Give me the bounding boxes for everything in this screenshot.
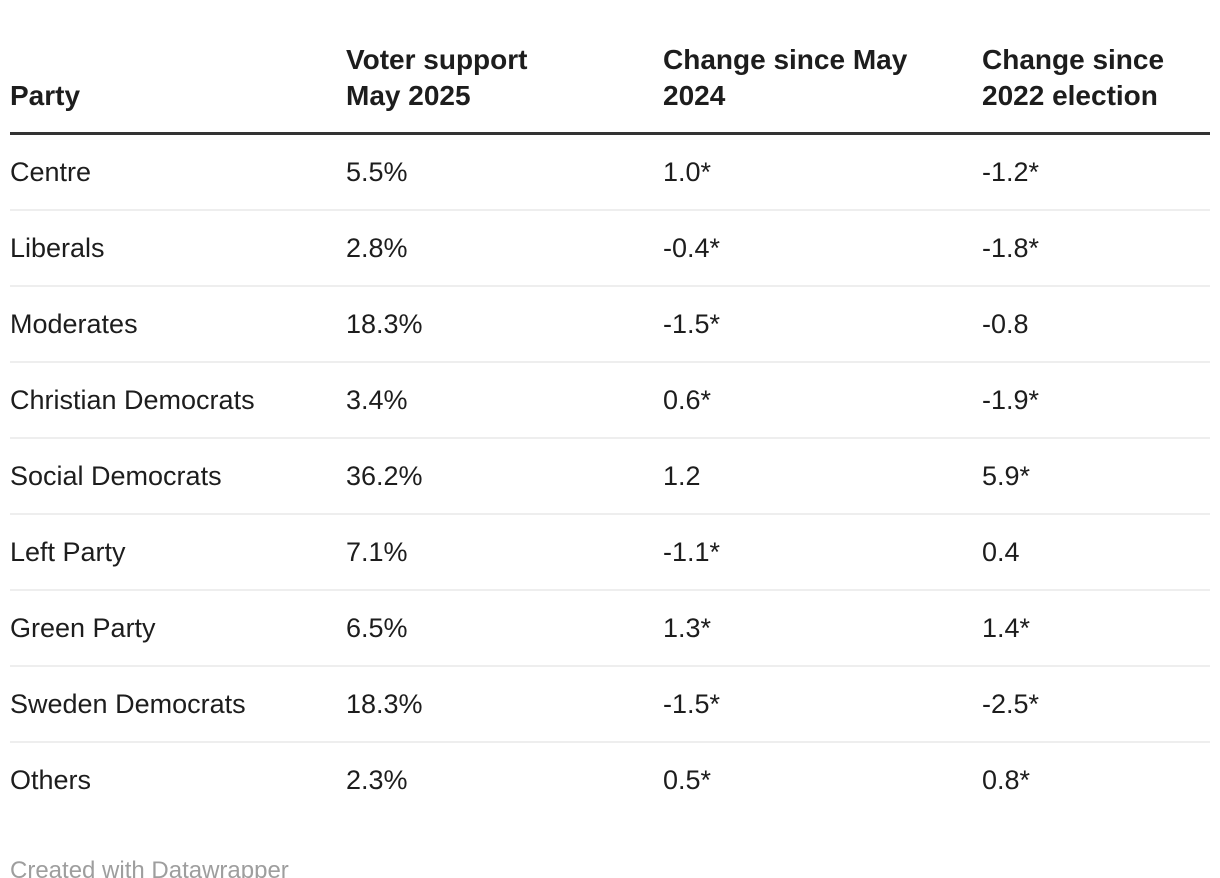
change-2024-cell: -1.1* [663, 514, 982, 591]
support-cell: 2.8% [346, 210, 663, 287]
party-cell: Left Party [10, 514, 346, 591]
change-2022-cell: -1.8* [982, 210, 1210, 287]
data-table: Party Voter support May 2025 Change sinc… [10, 0, 1210, 817]
change-2022-cell: 5.9* [982, 438, 1210, 515]
change-2022-cell: -2.5* [982, 666, 1210, 743]
attribution-link[interactable]: Created with Datawrapper [10, 857, 289, 878]
table-row: Social Democrats 36.2% 1.2 5.9* [10, 438, 1210, 515]
change-2022-cell: -1.2* [982, 133, 1210, 211]
table-row: Green Party 6.5% 1.3* 1.4* [10, 590, 1210, 667]
party-cell: Moderates [10, 286, 346, 363]
column-header-party: Party [10, 0, 346, 135]
table-row: Moderates 18.3% -1.5* -0.8 [10, 286, 1210, 363]
table-row: Sweden Democrats 18.3% -1.5* -2.5* [10, 666, 1210, 743]
change-2024-cell: 0.6* [663, 362, 982, 439]
column-header-line: Change since [982, 44, 1165, 75]
change-2022-cell: 0.8* [982, 764, 1031, 795]
support-cell: 5.5% [346, 133, 663, 211]
party-cell: Others [10, 764, 92, 795]
change-2022-cell: -0.8 [982, 286, 1210, 363]
support-cell: 3.4% [346, 362, 663, 439]
column-header-change-since-may-2024: Change since May 2024 [663, 0, 982, 135]
header-row: Party Voter support May 2025 Change sinc… [10, 0, 1210, 135]
change-2024-cell: 1.3* [663, 590, 982, 667]
table-row: Left Party 7.1% -1.1* 0.4 [10, 514, 1210, 591]
change-2024-cell: -1.5* [663, 286, 982, 363]
support-cell: 36.2% [346, 438, 663, 515]
party-cell: Centre [10, 133, 346, 211]
change-2022-cell: 0.4 [982, 514, 1210, 591]
party-cell: Christian Democrats [10, 362, 346, 439]
table-row: Liberals 2.8% -0.4* -1.8* [10, 210, 1210, 287]
change-2024-cell: 1.2 [663, 438, 982, 515]
table-row: Centre 5.5% 1.0* -1.2* [10, 133, 1210, 211]
support-cell: 2.3% [346, 764, 408, 795]
support-cell: 18.3% [346, 286, 663, 363]
chart-footer: Created with Datawrapper [10, 857, 1210, 878]
column-header-line: 2024 [663, 80, 726, 111]
support-cell: 18.3% [346, 666, 663, 743]
party-cell: Liberals [10, 210, 346, 287]
table-body: Centre 5.5% 1.0* -1.2* Liberals 2.8% -0.… [10, 133, 1210, 818]
support-cell: 6.5% [346, 590, 663, 667]
column-header-voter-support: Voter support May 2025 [346, 0, 663, 135]
column-header-line: Party [10, 80, 81, 111]
party-cell: Sweden Democrats [10, 666, 346, 743]
party-cell: Social Democrats [10, 438, 346, 515]
change-2024-cell: 0.5* [663, 764, 712, 795]
column-header-line: Change since May [663, 44, 908, 75]
table-header: Party Voter support May 2025 Change sinc… [10, 0, 1210, 135]
column-header-change-since-2022-election: Change since 2022 election [982, 0, 1210, 135]
column-header-line: Voter support [346, 44, 528, 75]
change-2022-cell: 1.4* [982, 590, 1210, 667]
column-header-line: 2022 election [982, 80, 1158, 111]
change-2024-cell: 1.0* [663, 133, 982, 211]
change-2022-cell: -1.9* [982, 362, 1210, 439]
party-cell: Green Party [10, 590, 346, 667]
change-2024-cell: -1.5* [663, 666, 982, 743]
support-cell: 7.1% [346, 514, 663, 591]
table-row: Christian Democrats 3.4% 0.6* -1.9* [10, 362, 1210, 439]
table-row: Others 2.3% 0.5* 0.8* [10, 742, 1210, 817]
change-2024-cell: -0.4* [663, 210, 982, 287]
column-header-line: May 2025 [346, 80, 471, 111]
